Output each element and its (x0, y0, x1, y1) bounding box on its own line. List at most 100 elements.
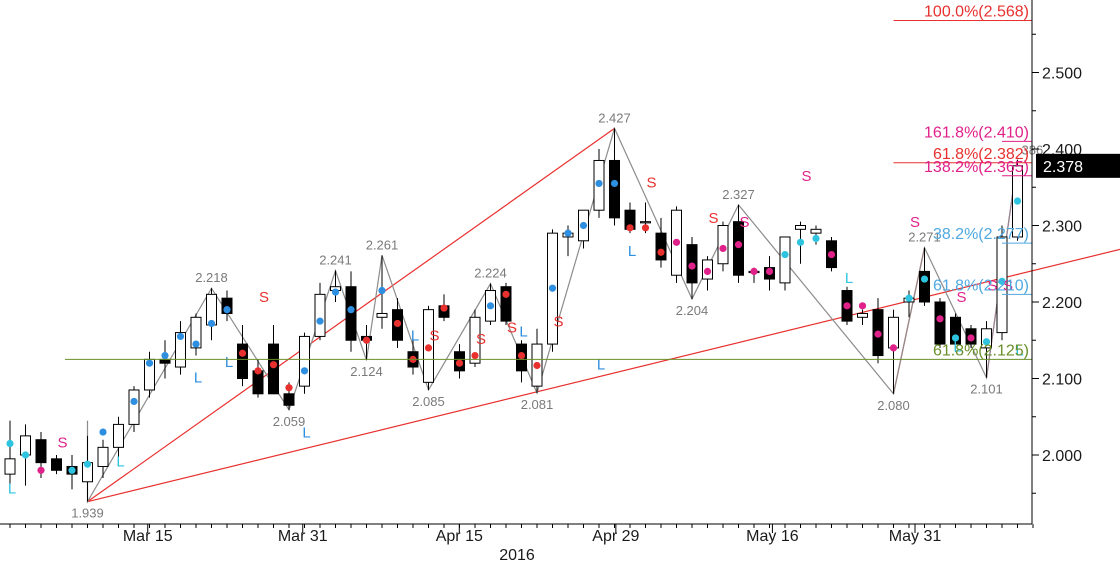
pivot-label: 2.224 (474, 266, 507, 281)
signal-dot (827, 250, 836, 259)
candle (516, 340, 527, 383)
signal-dot (796, 238, 805, 246)
candle (609, 128, 620, 226)
signal-dot (285, 384, 293, 392)
signal-dot (362, 336, 371, 344)
candle-body (376, 312, 388, 318)
long-signal-label: L (845, 270, 853, 287)
fib-level-label: 161.8%(2.410) (924, 124, 1029, 141)
candle-body (888, 316, 899, 349)
signal-dot (998, 277, 1006, 285)
sell-signal-label: S (987, 278, 997, 295)
pivot-label: 2.085 (412, 394, 445, 409)
long-signal-label: L (225, 354, 233, 371)
last-price-tag: 2.378 (1036, 153, 1120, 178)
pivot-label: 2.218 (195, 270, 228, 285)
signal-dot (920, 275, 929, 283)
candle-body (51, 458, 62, 471)
signal-dot (440, 304, 448, 312)
signal-dot (843, 302, 851, 310)
signal-dot (145, 359, 154, 367)
signal-dot (517, 351, 526, 360)
long-signal-label: L (116, 453, 124, 470)
signal-dot (99, 428, 107, 436)
candle (144, 351, 155, 398)
long-signal-label: L (953, 339, 961, 356)
fib-level-label: 61.8%(2.125) (933, 342, 1029, 359)
candle-body (733, 221, 744, 276)
sell-signal-label: S (476, 331, 486, 348)
candle (221, 290, 233, 322)
signal-dot (874, 330, 882, 338)
candle-body (221, 297, 233, 314)
candle-body (950, 316, 961, 345)
signal-dot (967, 334, 975, 342)
signal-dot (703, 267, 712, 275)
signal-dot (300, 367, 309, 375)
signal-dot (331, 288, 340, 296)
pivot-label: 2.271 (908, 230, 941, 245)
signal-dot (486, 302, 495, 310)
candle-body (35, 439, 47, 464)
signal-dot (393, 319, 402, 328)
long-signal-label: L (519, 323, 527, 340)
signal-dot (83, 460, 92, 468)
x-tick-label: Apr 29 (592, 528, 639, 545)
signal-dot (192, 340, 200, 348)
fib-levels-layer: 100.0%(2.568) 161.8%(2.410) 61.8%(2.382)13… (65, 3, 1032, 360)
signal-dot (471, 351, 479, 360)
candle-body (237, 343, 248, 380)
signal-dot (6, 439, 14, 448)
x-tick-label: Mar 31 (278, 528, 328, 545)
sell-signal-label: S (739, 214, 749, 231)
signal-dot (455, 359, 464, 367)
candle-body (934, 301, 946, 345)
candle (779, 236, 791, 291)
signal-dot (672, 238, 681, 246)
sell-signal-label: S (708, 210, 718, 227)
fib-level-label: 138.2%(2.365) (924, 159, 1029, 176)
signal-dot (982, 338, 991, 346)
candle-body (469, 316, 481, 364)
signal-dot (68, 466, 76, 474)
long-signal-label: L (628, 243, 636, 260)
signal-dot (595, 179, 603, 188)
candle-body (314, 293, 326, 337)
candle-body (640, 221, 651, 224)
candle-body (717, 225, 729, 265)
x-tick-label: Apr 15 (436, 528, 483, 545)
candle-body (175, 332, 186, 368)
signal-dot (688, 262, 696, 270)
signal-dot (254, 367, 262, 375)
candle (655, 217, 667, 268)
signal-dot (176, 332, 185, 341)
candle-body (4, 458, 16, 475)
candle-body (268, 343, 279, 395)
pivot-label: 2.081 (521, 397, 554, 412)
signal-dot (905, 294, 913, 302)
pivot-label: 2.059 (273, 414, 306, 429)
candle (175, 321, 186, 375)
candle (950, 313, 961, 352)
signal-dot (533, 361, 541, 370)
candle-body (779, 236, 791, 284)
candle-body (795, 225, 806, 230)
sell-signal-label: S (801, 168, 811, 185)
signal-dot (316, 317, 324, 325)
pivot-label: 2.124 (350, 364, 383, 379)
signal-dot (657, 248, 665, 256)
y-tick-label: 2.200 (1042, 295, 1082, 312)
signal-dot (626, 224, 634, 232)
x-tick-label: May 31 (889, 528, 942, 545)
signal-dot (812, 234, 820, 243)
signal-dot (579, 221, 588, 230)
candle (268, 324, 279, 395)
long-signal-label: L (302, 424, 310, 441)
long-signal-label: L (8, 480, 16, 497)
signal-dot (207, 319, 216, 328)
sell-signal-label: S (646, 174, 656, 191)
long-signal-label: L (1015, 343, 1023, 360)
pivot-label: 1.939 (71, 506, 104, 521)
